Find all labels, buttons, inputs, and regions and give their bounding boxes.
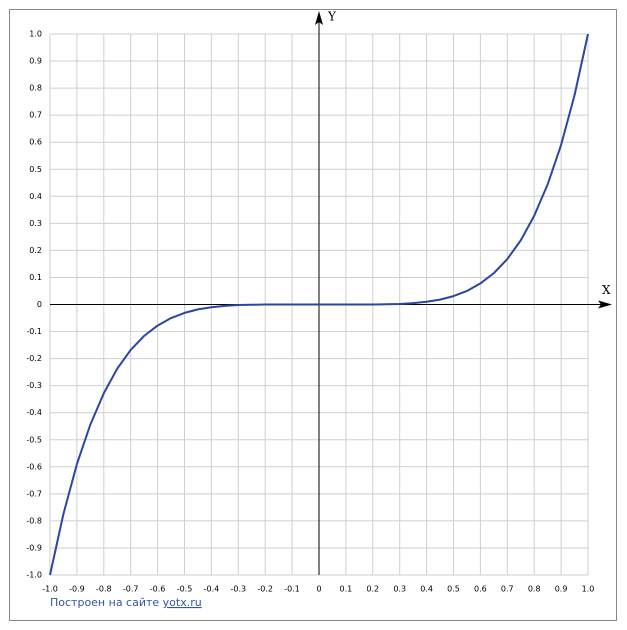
x-tick-label: -0.3: [230, 585, 246, 594]
x-tick-label: 0.6: [474, 585, 487, 594]
y-tick-label: 0.6: [29, 138, 42, 147]
x-tick-label: -1.0: [42, 585, 58, 594]
x-tick-label: 1.0: [582, 585, 595, 594]
y-tick-label: -1.0: [26, 571, 42, 580]
x-tick-label: 0.7: [501, 585, 514, 594]
x-tick-label: 0.9: [555, 585, 568, 594]
y-tick-label: 0.9: [29, 57, 42, 66]
y-axis-label: Y: [327, 10, 337, 24]
y-tick-label: -0.4: [26, 408, 42, 417]
line: [49, 33, 589, 576]
y-tick-label: -0.7: [26, 489, 42, 498]
x-tick-label: 0.5: [447, 585, 460, 594]
footer: Построен на сайте yotx.ru: [50, 596, 202, 609]
x-tick-label: 0.8: [528, 585, 541, 594]
y-tick-label: -0.6: [26, 462, 42, 471]
y-tick-label: 0.3: [29, 219, 42, 228]
x-axis-label: X: [602, 283, 611, 297]
x-tick-label: -0.5: [177, 585, 193, 594]
y-axis-arrow: [315, 11, 323, 25]
x-tick-label: -0.8: [96, 585, 112, 594]
y-tick-label: 0.1: [29, 273, 42, 282]
y-tick-label: -0.1: [26, 327, 42, 336]
y-tick-label: -0.3: [26, 381, 42, 390]
footer-link[interactable]: yotx.ru: [163, 596, 202, 609]
y-tick-label: 0.4: [29, 192, 42, 201]
x-tick-label: -0.9: [69, 585, 85, 594]
y-tick-label: 1.0: [29, 30, 42, 39]
x-tick-label: 0.2: [366, 585, 379, 594]
x-tick-label: -0.7: [123, 585, 139, 594]
x-tick-label: -0.1: [284, 585, 300, 594]
y-tick-label: 0.7: [29, 111, 42, 120]
y-tick-label: 0: [37, 300, 42, 309]
y-tick-label: 0.2: [29, 246, 42, 255]
y-tick-label: -0.9: [26, 543, 42, 552]
y-tick-label: 0.5: [29, 165, 42, 174]
x-tick-label: -0.6: [150, 585, 166, 594]
y-tick-label: -0.2: [26, 354, 42, 363]
y-tick-label: -0.5: [26, 435, 42, 444]
footer-text: Построен на сайте: [50, 596, 159, 609]
x-tick-label: 0: [316, 585, 321, 594]
x-tick-label: -0.4: [204, 585, 220, 594]
x-tick-label: 0.3: [393, 585, 406, 594]
y-tick-label: 0.8: [29, 84, 42, 93]
x-tick-label: 0.1: [340, 585, 353, 594]
frame: [9, 9, 617, 621]
x-tick-label: -0.2: [257, 585, 273, 594]
y-tick-label: -0.8: [26, 516, 42, 525]
x-axis-arrow: [598, 300, 612, 309]
x-tick-label: 0.4: [420, 585, 433, 594]
